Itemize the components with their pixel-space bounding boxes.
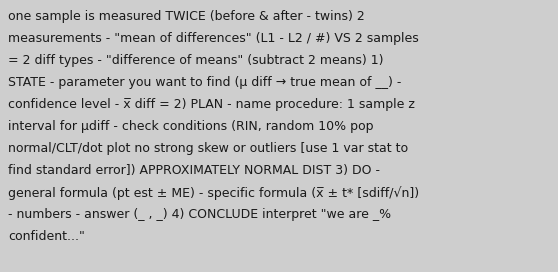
Text: interval for μdiff - check conditions (RIN, random 10% pop: interval for μdiff - check conditions (R… <box>8 120 373 133</box>
Text: confidence level - x̅ diff = 2) PLAN - name procedure: 1 sample z: confidence level - x̅ diff = 2) PLAN - n… <box>8 98 415 111</box>
Text: general formula (pt est ± ME) - specific formula (x̅ ± t* [sdiff/√n]): general formula (pt est ± ME) - specific… <box>8 186 419 200</box>
Text: one sample is measured TWICE (before & after - twins) 2: one sample is measured TWICE (before & a… <box>8 10 365 23</box>
Text: confident...": confident..." <box>8 230 85 243</box>
Text: STATE - parameter you want to find (μ diff → true mean of __) -: STATE - parameter you want to find (μ di… <box>8 76 401 89</box>
Text: normal/CLT/dot plot no strong skew or outliers [use 1 var stat to: normal/CLT/dot plot no strong skew or ou… <box>8 142 408 155</box>
Text: - numbers - answer (_ , _) 4) CONCLUDE interpret "we are _%: - numbers - answer (_ , _) 4) CONCLUDE i… <box>8 208 391 221</box>
Text: find standard error]) APPROXIMATELY NORMAL DIST 3) DO -: find standard error]) APPROXIMATELY NORM… <box>8 164 380 177</box>
Text: measurements - "mean of differences" (L1 - L2 / #) VS 2 samples: measurements - "mean of differences" (L1… <box>8 32 418 45</box>
Text: = 2 diff types - "difference of means" (subtract 2 means) 1): = 2 diff types - "difference of means" (… <box>8 54 383 67</box>
